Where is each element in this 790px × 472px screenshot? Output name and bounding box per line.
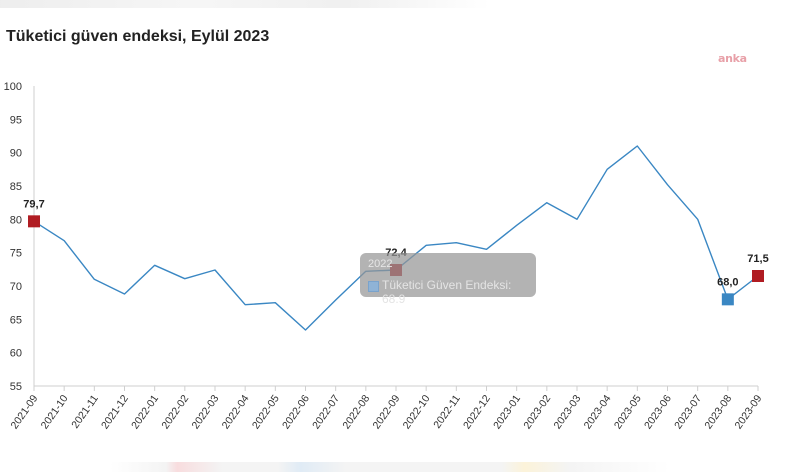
bottom-strip: [110, 462, 670, 472]
x-tick-label: 2022-04: [220, 393, 252, 432]
x-tick-label: 2022-07: [310, 393, 342, 432]
y-tick-label: 90: [10, 148, 22, 160]
y-tick-label: 85: [10, 181, 22, 193]
y-tick-label: 75: [10, 248, 22, 260]
x-tick-label: 2022-08: [340, 393, 372, 432]
data-label: 68,0: [717, 276, 738, 288]
x-tick-label: 2023-02: [521, 393, 553, 432]
y-tick-label: 60: [10, 348, 22, 360]
x-tick-label: 2022-11: [431, 393, 463, 431]
y-axis: 55 60 65 70 75 80 85 90 95 100: [4, 81, 35, 393]
y-tick-label: 80: [10, 214, 22, 226]
x-tick-label: 2021-10: [39, 393, 71, 432]
data-marker: [721, 293, 734, 306]
x-tick-label: 2023-06: [642, 393, 674, 432]
x-tick-label: 2022-06: [280, 393, 312, 432]
watermark-logo: anka: [718, 52, 747, 65]
y-tick-label: 65: [10, 314, 22, 326]
x-tick-label: 2022-12: [461, 393, 493, 432]
x-tick-label: 2023-04: [582, 393, 614, 432]
x-tick-label: 2022-02: [159, 393, 191, 432]
x-tick-label: 2021-09: [9, 393, 41, 432]
data-label: 79,7: [23, 198, 44, 210]
x-tick-label: 2021-11: [69, 393, 101, 431]
x-tick-label: 2023-03: [552, 393, 584, 432]
x-tick-label: 2023-01: [491, 393, 523, 432]
y-tick-label: 55: [10, 381, 22, 393]
x-tick-label: 2022-10: [401, 393, 433, 432]
x-tick-label: 2022-01: [129, 393, 161, 432]
x-tick-label: 2023-09: [733, 393, 765, 432]
data-marker: [752, 270, 764, 282]
y-tick-label: 70: [10, 281, 22, 293]
data-label: 71,5: [747, 253, 768, 265]
x-axis: 2021-092021-102021-112021-122022-012022-…: [9, 385, 765, 432]
x-tick-label: 2023-08: [702, 393, 734, 432]
x-tick-label: 2021-12: [99, 393, 131, 432]
top-strip: [0, 0, 490, 8]
chart-title: Tüketici güven endeksi, Eylül 2023: [6, 28, 270, 45]
x-tick-label: 2022-09: [371, 393, 403, 432]
y-tick-label: 100: [4, 81, 22, 93]
y-tick-label: 95: [10, 114, 22, 126]
x-tick-label: 2023-07: [672, 393, 704, 432]
x-tick-label: 2022-03: [190, 393, 222, 432]
tooltip-label: Tüketici Güven Endeksi: 68.9: [382, 278, 512, 306]
x-tick-label: 2022-05: [250, 393, 282, 432]
tooltip: 2022 Tüketici Güven Endeksi: 68.9: [360, 253, 536, 306]
x-tick-label: 2023-05: [612, 393, 644, 432]
tooltip-header: 2022: [368, 258, 393, 270]
tooltip-swatch: [368, 281, 379, 292]
data-marker: [28, 215, 40, 228]
